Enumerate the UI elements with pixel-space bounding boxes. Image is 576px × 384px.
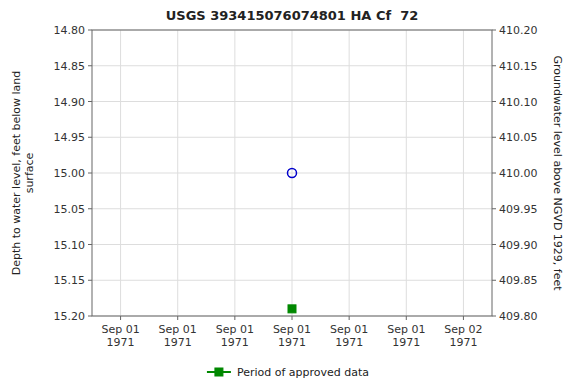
grid [92, 30, 492, 316]
y-tick-label: 15.10 [54, 239, 86, 252]
x-grid-line [120, 30, 121, 316]
plot-frame [92, 30, 492, 316]
y-tick [88, 137, 92, 138]
x-tick-label: Sep 011971 [159, 323, 197, 349]
y-tick-label: 15.15 [54, 274, 86, 287]
y2-tick-label: 410.00 [499, 167, 538, 180]
y-tick [88, 65, 92, 66]
x-tick [349, 316, 350, 320]
y2-tick-label: 409.95 [499, 203, 538, 216]
chart: 14.80 14.85 14.90 14.95 15.00 15.05 15.10 15.15… [0, 0, 576, 384]
x-grid-line [177, 30, 178, 316]
y2-tick-label: 410.10 [499, 96, 538, 109]
data-point [288, 305, 296, 313]
x-tick [177, 316, 178, 320]
y-tick [88, 280, 92, 281]
x-grid-line [349, 30, 350, 316]
y-tick-label: 15.20 [54, 310, 86, 323]
x-grid-line [292, 30, 293, 316]
x-tick-label: Sep 011971 [216, 323, 254, 349]
y-tick-label: 15.00 [54, 167, 86, 180]
x-tick-label: Sep 011971 [330, 323, 368, 349]
title: USGS 393415076074801 HA Cf 72 [166, 8, 419, 23]
x-grid-line [463, 30, 464, 316]
legend-item: Period of approved data [207, 366, 369, 379]
legend: Period of approved data [207, 366, 369, 379]
y-tick [88, 208, 92, 209]
x-tick-label: Sep 011971 [273, 323, 311, 349]
y-tick-label: 14.80 [54, 24, 86, 37]
x-tick [406, 316, 407, 320]
y-tick-label: 14.95 [54, 131, 86, 144]
y-tick-label: 14.85 [54, 60, 86, 73]
x-tick-label: Sep 021971 [444, 323, 482, 349]
y2-tick [492, 173, 496, 174]
y-tick-label: 15.05 [54, 203, 86, 216]
y-tick [88, 316, 92, 317]
x-tick [463, 316, 464, 320]
y2-tick-label: 409.80 [499, 310, 538, 323]
data-point [288, 169, 297, 178]
x-tick [234, 316, 235, 320]
legend-label: Period of approved data [237, 366, 369, 379]
x-tick-label: Sep 011971 [101, 323, 139, 349]
y2-tick [492, 244, 496, 245]
x-grid-line [234, 30, 235, 316]
x-tick [120, 316, 121, 320]
y2-tick [492, 137, 496, 138]
y2-tick-label: 409.85 [499, 274, 538, 287]
background [0, 0, 576, 384]
y-tick [88, 30, 92, 31]
y2-tick [492, 280, 496, 281]
y2-axis-label: Groundwater level above NGVD 1929, feet [551, 55, 564, 291]
y2-tick [492, 65, 496, 66]
y2-tick [492, 101, 496, 102]
y2-tick [492, 30, 496, 31]
y-tick [88, 101, 92, 102]
y2-tick-label: 410.15 [499, 60, 538, 73]
y-tick [88, 173, 92, 174]
y2-tick-label: 410.05 [499, 131, 538, 144]
legend-marker [215, 368, 223, 376]
y2-tick-label: 409.90 [499, 239, 538, 252]
x-grid-line [406, 30, 407, 316]
y-axis-label: Depth to water level, feet below landsur… [10, 71, 36, 276]
y2-tick-label: 410.20 [499, 24, 538, 37]
marks [288, 169, 297, 313]
y2-tick [492, 316, 496, 317]
y-tick-label: 14.90 [54, 96, 86, 109]
x-tick-label: Sep 011971 [387, 323, 425, 349]
x-tick [292, 316, 293, 320]
y-tick [88, 244, 92, 245]
y2-tick [492, 208, 496, 209]
